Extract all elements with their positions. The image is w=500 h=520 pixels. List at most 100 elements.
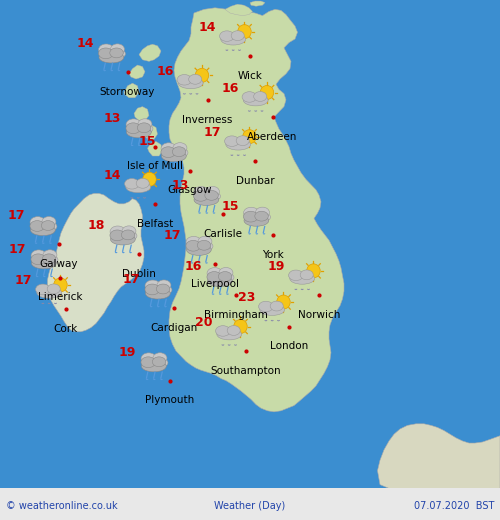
- Polygon shape: [48, 193, 144, 332]
- Ellipse shape: [206, 186, 220, 197]
- Ellipse shape: [186, 240, 200, 251]
- Polygon shape: [124, 83, 139, 98]
- Text: Galway: Galway: [40, 259, 78, 269]
- Ellipse shape: [218, 271, 232, 281]
- Ellipse shape: [172, 147, 186, 157]
- Ellipse shape: [31, 254, 46, 265]
- Ellipse shape: [126, 119, 142, 130]
- Ellipse shape: [198, 236, 212, 247]
- Text: 15: 15: [221, 200, 239, 213]
- Text: 07.07.2020  BST: 07.07.2020 BST: [414, 501, 494, 512]
- Text: 17: 17: [8, 209, 25, 222]
- Ellipse shape: [256, 207, 270, 218]
- Ellipse shape: [254, 92, 266, 101]
- Ellipse shape: [300, 270, 313, 280]
- Text: Carlisle: Carlisle: [203, 229, 242, 239]
- Polygon shape: [148, 141, 162, 156]
- Ellipse shape: [122, 230, 135, 240]
- Ellipse shape: [124, 178, 139, 189]
- Ellipse shape: [37, 287, 62, 298]
- Text: Dunbar: Dunbar: [236, 176, 275, 186]
- Ellipse shape: [42, 216, 56, 227]
- Ellipse shape: [142, 357, 168, 369]
- Circle shape: [238, 24, 251, 38]
- Text: Isle of Mull: Isle of Mull: [127, 161, 183, 172]
- Ellipse shape: [260, 304, 284, 316]
- Ellipse shape: [208, 271, 234, 283]
- Ellipse shape: [32, 257, 56, 269]
- Ellipse shape: [187, 240, 213, 252]
- Circle shape: [260, 85, 274, 99]
- Ellipse shape: [142, 360, 167, 372]
- Ellipse shape: [111, 230, 137, 242]
- Ellipse shape: [122, 226, 136, 237]
- Text: 16: 16: [185, 260, 202, 274]
- Ellipse shape: [156, 284, 170, 294]
- Ellipse shape: [177, 74, 192, 85]
- Text: 20: 20: [195, 316, 212, 329]
- Ellipse shape: [224, 136, 239, 147]
- Ellipse shape: [173, 142, 187, 153]
- Text: 15: 15: [139, 135, 156, 149]
- Ellipse shape: [186, 237, 202, 248]
- Text: London: London: [270, 341, 308, 352]
- Ellipse shape: [42, 220, 55, 230]
- Ellipse shape: [126, 181, 150, 193]
- Ellipse shape: [138, 123, 151, 133]
- Ellipse shape: [207, 271, 222, 282]
- Ellipse shape: [99, 51, 124, 63]
- Text: Southampton: Southampton: [210, 366, 282, 376]
- Text: Cork: Cork: [54, 324, 78, 334]
- Ellipse shape: [110, 226, 126, 237]
- Text: 18: 18: [88, 218, 105, 231]
- Polygon shape: [169, 8, 344, 412]
- Ellipse shape: [178, 77, 203, 89]
- Ellipse shape: [141, 353, 156, 364]
- Ellipse shape: [208, 275, 232, 287]
- Ellipse shape: [207, 268, 222, 279]
- Ellipse shape: [98, 44, 114, 55]
- Polygon shape: [250, 1, 265, 6]
- Circle shape: [276, 295, 290, 309]
- Text: 19: 19: [119, 345, 136, 359]
- Text: Cardigan: Cardigan: [150, 322, 198, 333]
- Ellipse shape: [188, 74, 202, 84]
- Circle shape: [54, 278, 67, 292]
- Ellipse shape: [244, 207, 259, 218]
- Ellipse shape: [36, 284, 50, 295]
- Ellipse shape: [226, 139, 250, 150]
- Ellipse shape: [221, 34, 246, 45]
- Text: 17: 17: [8, 242, 26, 255]
- Ellipse shape: [110, 48, 124, 58]
- Text: 16: 16: [222, 82, 238, 95]
- Text: 17: 17: [204, 126, 221, 139]
- Text: Wick: Wick: [238, 71, 262, 81]
- Ellipse shape: [30, 224, 55, 236]
- Text: Birmingham: Birmingham: [204, 310, 268, 320]
- Ellipse shape: [30, 217, 46, 228]
- Ellipse shape: [198, 240, 211, 250]
- Ellipse shape: [186, 244, 212, 255]
- Ellipse shape: [236, 136, 249, 146]
- Bar: [0, 488, 500, 520]
- Ellipse shape: [244, 211, 270, 223]
- Ellipse shape: [47, 284, 60, 294]
- Ellipse shape: [244, 95, 268, 106]
- Text: Dublin: Dublin: [122, 268, 156, 279]
- Ellipse shape: [217, 329, 242, 340]
- Text: 19: 19: [268, 260, 285, 274]
- Text: York: York: [262, 250, 283, 260]
- Ellipse shape: [110, 230, 124, 241]
- Ellipse shape: [161, 143, 176, 154]
- Ellipse shape: [31, 250, 46, 261]
- Ellipse shape: [138, 119, 152, 129]
- Ellipse shape: [30, 220, 44, 231]
- Ellipse shape: [216, 326, 230, 336]
- Circle shape: [234, 319, 247, 333]
- Ellipse shape: [43, 250, 57, 261]
- Text: 14: 14: [199, 21, 216, 34]
- Text: Plymouth: Plymouth: [146, 395, 194, 406]
- Ellipse shape: [194, 187, 209, 198]
- Ellipse shape: [110, 44, 124, 55]
- Ellipse shape: [98, 48, 113, 59]
